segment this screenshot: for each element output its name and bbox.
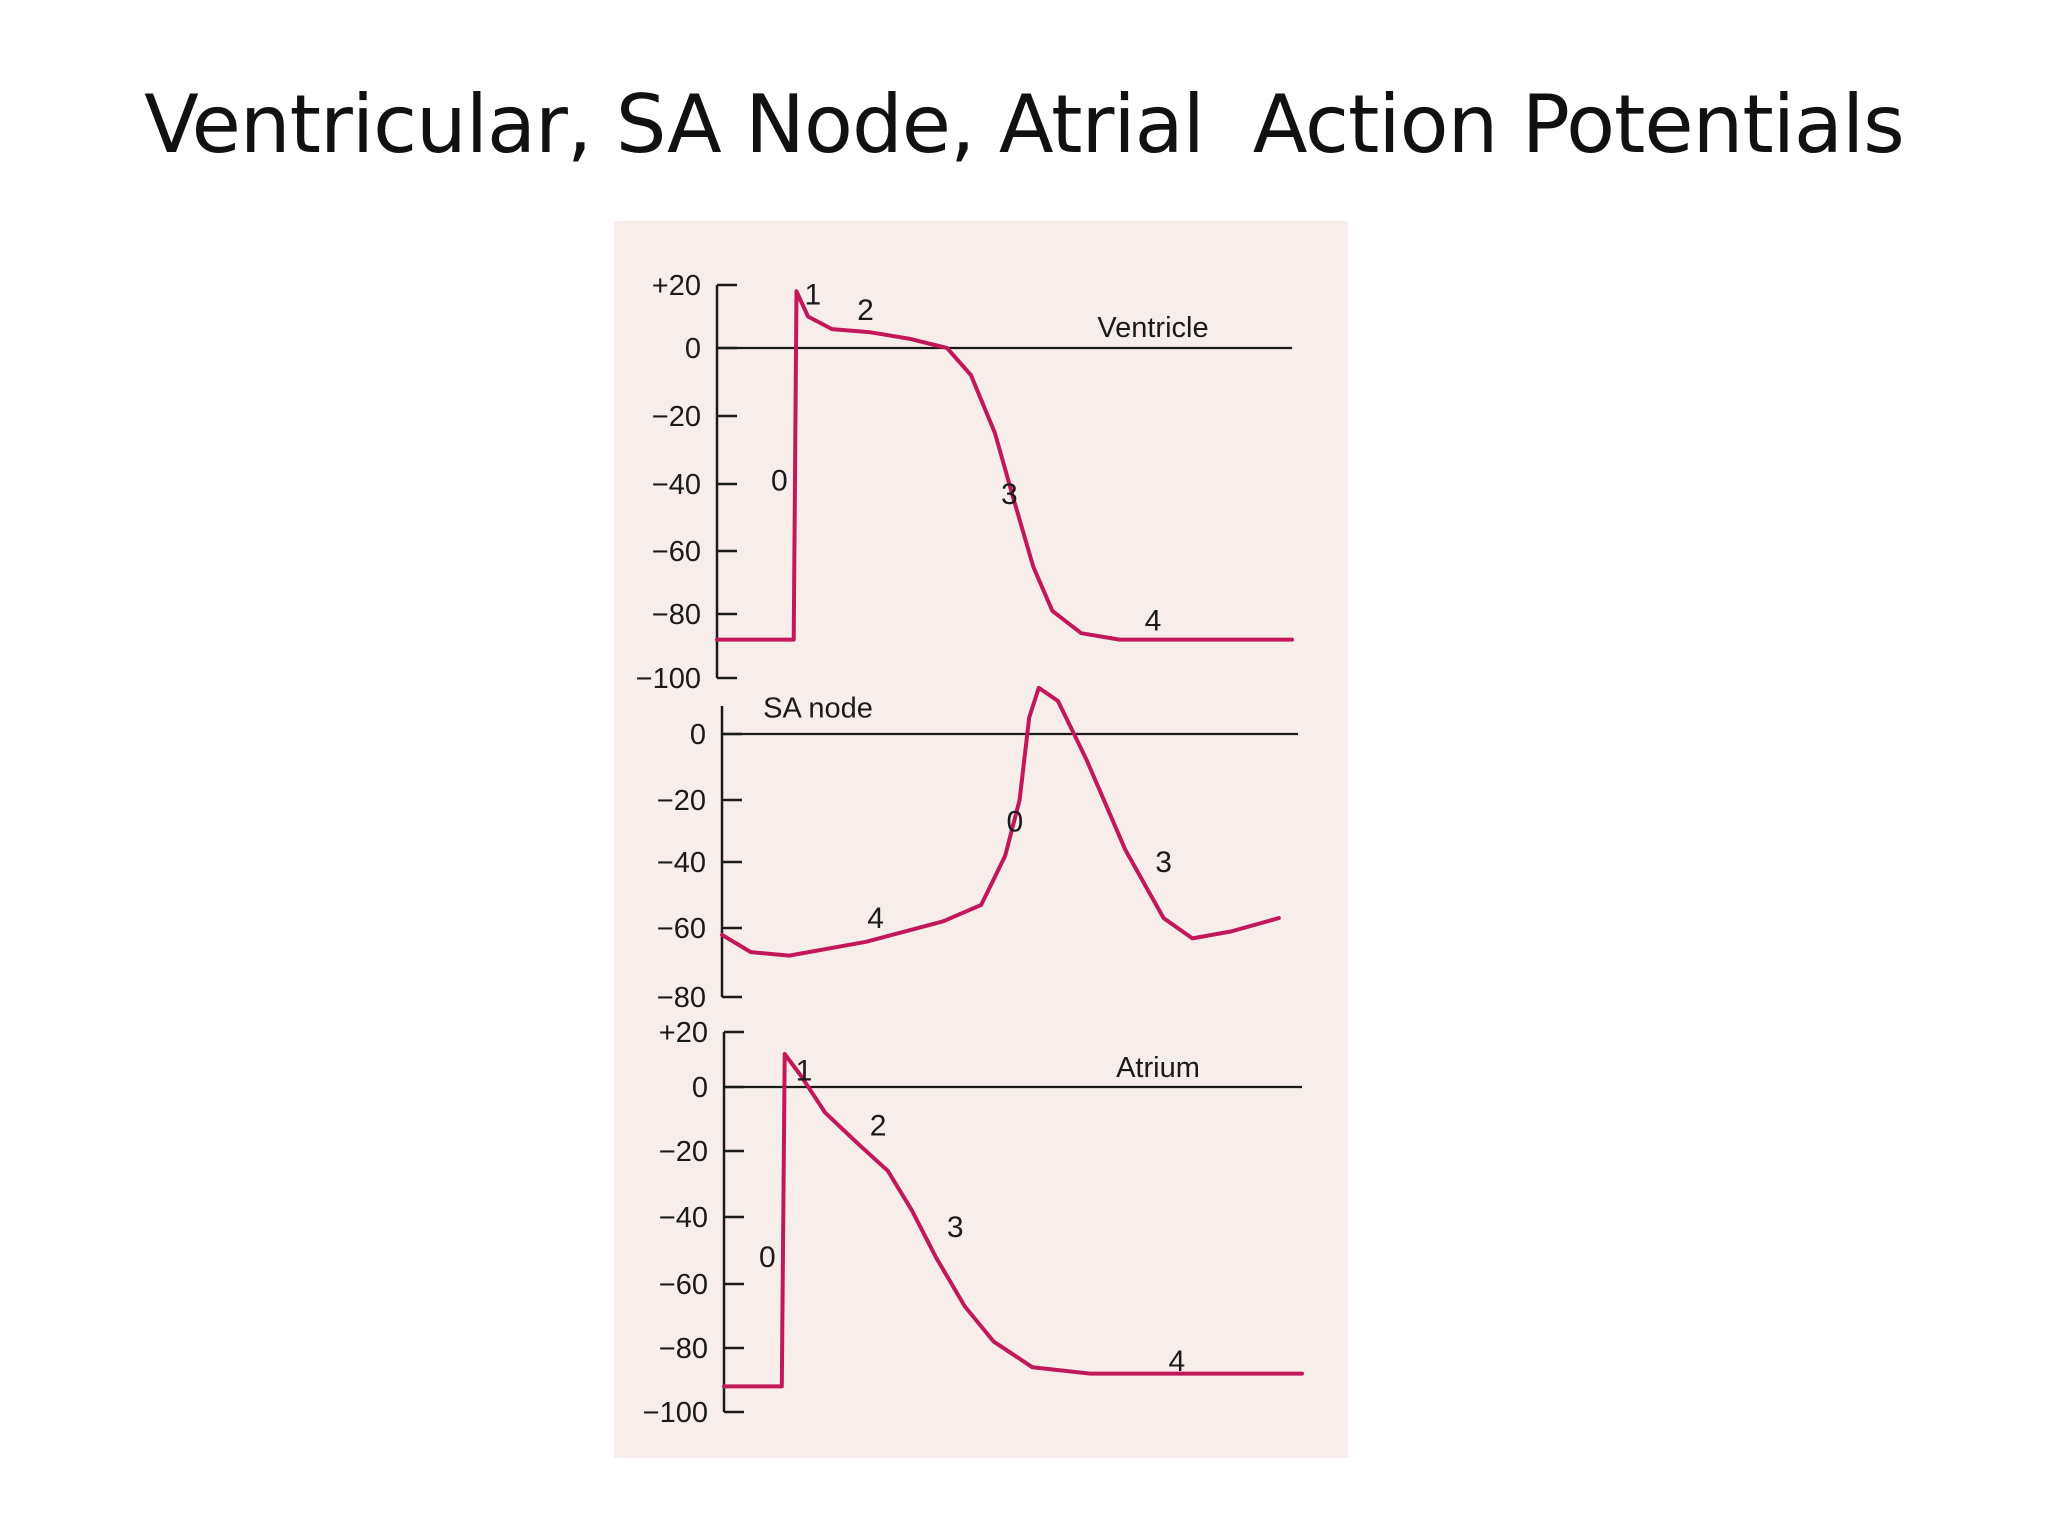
y-tick-label: −20 bbox=[659, 1136, 708, 1168]
y-tick-label: −80 bbox=[657, 982, 706, 1014]
phase-label: 3 bbox=[1001, 478, 1018, 511]
phase-label: 0 bbox=[771, 465, 788, 498]
action-potential-trace bbox=[720, 685, 1281, 958]
y-tick-label: −20 bbox=[652, 401, 701, 433]
phase-label: 1 bbox=[804, 278, 821, 311]
chart-panel-0: +20 0 −20 −40 −60 −80 −100 Ventricle 0 1 2 3 4 bbox=[636, 270, 1294, 695]
y-tick-label: 0 bbox=[690, 719, 706, 751]
y-tick-label: −80 bbox=[652, 599, 701, 631]
y-tick-label: −100 bbox=[636, 663, 701, 695]
chart-panel-2: +20 0 −20 −40 −60 −80 −100 Atrium 0 1 2 3 4 bbox=[643, 1017, 1304, 1429]
y-tick-label: −80 bbox=[659, 1333, 708, 1365]
y-tick-label: 0 bbox=[692, 1072, 708, 1104]
y-tick-label: −100 bbox=[643, 1397, 708, 1429]
panel-name-label: Atrium bbox=[1116, 1052, 1200, 1084]
slide-title: Ventricular, SA Node, Atrial Action Pote… bbox=[144, 78, 1905, 171]
chart-panels: +20 0 −20 −40 −60 −80 −100 Ventricle 0 1 2 3 4 0 −20 −4… bbox=[636, 270, 1304, 1429]
phase-label: 0 bbox=[1006, 806, 1023, 839]
y-tick-label: +20 bbox=[652, 270, 701, 302]
phase-label: 4 bbox=[867, 902, 884, 935]
phase-label: 3 bbox=[947, 1211, 964, 1244]
y-tick-label: −60 bbox=[659, 1269, 708, 1301]
panel-name-label: Ventricle bbox=[1097, 312, 1208, 344]
y-tick-label: −20 bbox=[657, 785, 706, 817]
phase-label: 4 bbox=[1168, 1345, 1185, 1378]
phase-label: 2 bbox=[870, 1109, 887, 1142]
y-tick-label: 0 bbox=[685, 333, 701, 365]
y-tick-label: −40 bbox=[659, 1202, 708, 1234]
y-tick-label: −40 bbox=[652, 469, 701, 501]
panel-name-label: SA node bbox=[763, 693, 873, 725]
phase-label: 2 bbox=[857, 294, 874, 327]
chart-panel-1: 0 −20 −40 −60 −80 SA node 0 3 4 bbox=[657, 685, 1298, 1014]
phase-label: 0 bbox=[759, 1241, 776, 1274]
action-potential-trace bbox=[715, 289, 1294, 642]
y-tick-label: −60 bbox=[657, 913, 706, 945]
y-tick-label: −40 bbox=[657, 847, 706, 879]
phase-label: 1 bbox=[796, 1055, 813, 1088]
y-tick-label: −60 bbox=[652, 536, 701, 568]
action-potential-trace bbox=[722, 1052, 1304, 1389]
paper-background bbox=[614, 221, 1348, 1458]
y-tick-label: +20 bbox=[659, 1017, 708, 1049]
phase-label: 3 bbox=[1155, 846, 1172, 879]
phase-label: 4 bbox=[1145, 604, 1162, 637]
